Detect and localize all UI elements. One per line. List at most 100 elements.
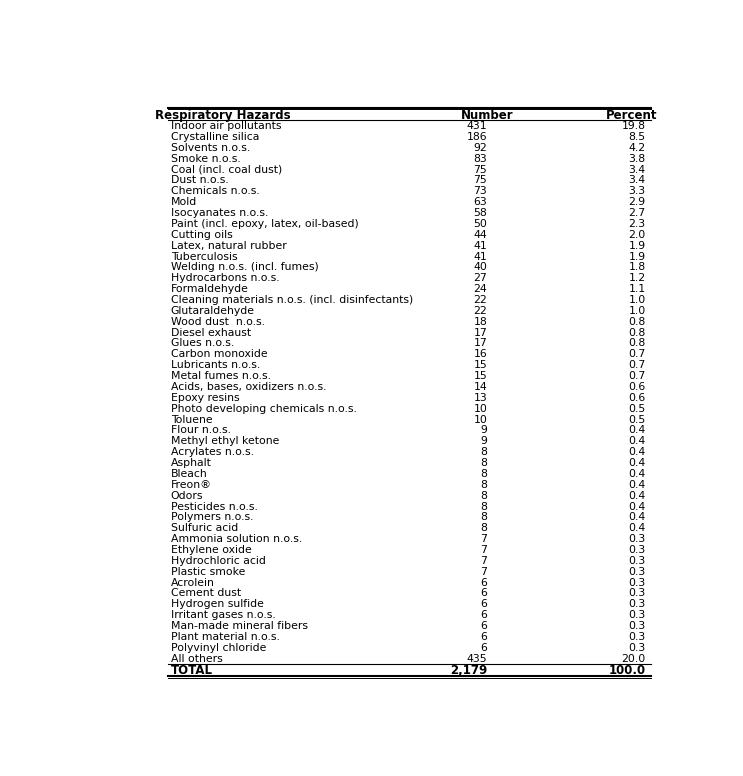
Text: 8: 8 xyxy=(481,501,487,511)
Text: Man-made mineral fibers: Man-made mineral fibers xyxy=(171,621,308,631)
Text: 10: 10 xyxy=(473,404,487,414)
Text: 0.4: 0.4 xyxy=(629,480,646,490)
Text: 1.0: 1.0 xyxy=(629,295,646,305)
Text: 0.3: 0.3 xyxy=(629,599,646,609)
Text: 9: 9 xyxy=(481,425,487,435)
Text: Hydrochloric acid: Hydrochloric acid xyxy=(171,556,265,566)
Text: 0.3: 0.3 xyxy=(629,545,646,555)
Text: 0.4: 0.4 xyxy=(629,512,646,522)
Text: Welding n.o.s. (incl. fumes): Welding n.o.s. (incl. fumes) xyxy=(171,262,318,272)
Text: Toluene: Toluene xyxy=(171,414,212,424)
Text: 0.3: 0.3 xyxy=(629,577,646,587)
Text: TOTAL: TOTAL xyxy=(171,664,212,677)
Text: Formaldehyde: Formaldehyde xyxy=(171,284,248,294)
Text: 73: 73 xyxy=(473,186,487,196)
Text: Hydrocarbons n.o.s.: Hydrocarbons n.o.s. xyxy=(171,273,279,283)
Text: 8: 8 xyxy=(481,458,487,468)
Text: 7: 7 xyxy=(481,566,487,577)
Text: 7: 7 xyxy=(481,545,487,555)
Text: Freon®: Freon® xyxy=(171,480,212,490)
Text: 8: 8 xyxy=(481,469,487,479)
Text: Polyvinyl chloride: Polyvinyl chloride xyxy=(171,643,266,653)
Text: 6: 6 xyxy=(481,588,487,598)
Text: Dust n.o.s.: Dust n.o.s. xyxy=(171,175,228,185)
Text: 3.4: 3.4 xyxy=(629,175,646,185)
Text: 63: 63 xyxy=(473,197,487,207)
Text: 1.1: 1.1 xyxy=(629,284,646,294)
Text: 6: 6 xyxy=(481,599,487,609)
Text: Glues n.o.s.: Glues n.o.s. xyxy=(171,338,234,348)
Text: Crystalline silica: Crystalline silica xyxy=(171,132,259,142)
Text: 0.7: 0.7 xyxy=(629,360,646,370)
Text: 0.4: 0.4 xyxy=(629,523,646,533)
Text: 27: 27 xyxy=(473,273,487,283)
Text: 75: 75 xyxy=(473,175,487,185)
Text: 0.3: 0.3 xyxy=(629,566,646,577)
Text: 7: 7 xyxy=(481,556,487,566)
Text: 16: 16 xyxy=(473,349,487,359)
Text: 75: 75 xyxy=(473,165,487,175)
Text: Latex, natural rubber: Latex, natural rubber xyxy=(171,241,286,251)
Text: 19.8: 19.8 xyxy=(622,121,646,131)
Text: 58: 58 xyxy=(473,208,487,218)
Text: 0.5: 0.5 xyxy=(629,404,646,414)
Text: Asphalt: Asphalt xyxy=(171,458,212,468)
Text: 41: 41 xyxy=(473,241,487,251)
Text: Acrylates n.o.s.: Acrylates n.o.s. xyxy=(171,447,253,457)
Text: Ethylene oxide: Ethylene oxide xyxy=(171,545,251,555)
Text: 8: 8 xyxy=(481,480,487,490)
Text: 22: 22 xyxy=(473,306,487,316)
Text: Cutting oils: Cutting oils xyxy=(171,230,233,240)
Text: Cleaning materials n.o.s. (incl. disinfectants): Cleaning materials n.o.s. (incl. disinfe… xyxy=(171,295,413,305)
Text: 9: 9 xyxy=(481,436,487,446)
Text: Hydrogen sulfide: Hydrogen sulfide xyxy=(171,599,264,609)
Text: 0.4: 0.4 xyxy=(629,425,646,435)
Text: 0.5: 0.5 xyxy=(629,414,646,424)
Text: 0.8: 0.8 xyxy=(629,327,646,338)
Text: 15: 15 xyxy=(473,360,487,370)
Text: 13: 13 xyxy=(473,393,487,403)
Text: Chemicals n.o.s.: Chemicals n.o.s. xyxy=(171,186,259,196)
Text: 44: 44 xyxy=(473,230,487,240)
Text: 0.3: 0.3 xyxy=(629,610,646,620)
Text: Tuberculosis: Tuberculosis xyxy=(171,251,237,262)
Text: Glutaraldehyde: Glutaraldehyde xyxy=(171,306,255,316)
Text: 0.3: 0.3 xyxy=(629,534,646,544)
Text: 435: 435 xyxy=(467,653,487,663)
Text: 8: 8 xyxy=(481,447,487,457)
Text: 2.7: 2.7 xyxy=(629,208,646,218)
Text: 17: 17 xyxy=(473,338,487,348)
Text: 92: 92 xyxy=(473,143,487,153)
Text: Pesticides n.o.s.: Pesticides n.o.s. xyxy=(171,501,258,511)
Text: 100.0: 100.0 xyxy=(609,664,646,677)
Text: 0.4: 0.4 xyxy=(629,458,646,468)
Text: 0.4: 0.4 xyxy=(629,501,646,511)
Text: Smoke n.o.s.: Smoke n.o.s. xyxy=(171,154,241,164)
Text: 8: 8 xyxy=(481,523,487,533)
Text: Respiratory Hazards: Respiratory Hazards xyxy=(155,109,291,122)
Text: 1.2: 1.2 xyxy=(629,273,646,283)
Text: 10: 10 xyxy=(473,414,487,424)
Text: 1.9: 1.9 xyxy=(629,241,646,251)
Text: Number: Number xyxy=(461,109,513,122)
Text: 40: 40 xyxy=(473,262,487,272)
Text: 41: 41 xyxy=(473,251,487,262)
Text: 17: 17 xyxy=(473,327,487,338)
Text: 0.7: 0.7 xyxy=(629,349,646,359)
Text: 7: 7 xyxy=(481,534,487,544)
Text: 6: 6 xyxy=(481,621,487,631)
Text: 3.4: 3.4 xyxy=(629,165,646,175)
Text: 0.4: 0.4 xyxy=(629,447,646,457)
Text: 8: 8 xyxy=(481,490,487,501)
Text: 0.4: 0.4 xyxy=(629,490,646,501)
Text: 6: 6 xyxy=(481,577,487,587)
Text: 0.3: 0.3 xyxy=(629,588,646,598)
Text: 4.2: 4.2 xyxy=(629,143,646,153)
Text: 0.8: 0.8 xyxy=(629,338,646,348)
Text: Metal fumes n.o.s.: Metal fumes n.o.s. xyxy=(171,371,270,381)
Text: 0.3: 0.3 xyxy=(629,643,646,653)
Text: Coal (incl. coal dust): Coal (incl. coal dust) xyxy=(171,165,282,175)
Text: All others: All others xyxy=(171,653,222,663)
Text: 0.7: 0.7 xyxy=(629,371,646,381)
Text: 0.8: 0.8 xyxy=(629,317,646,327)
